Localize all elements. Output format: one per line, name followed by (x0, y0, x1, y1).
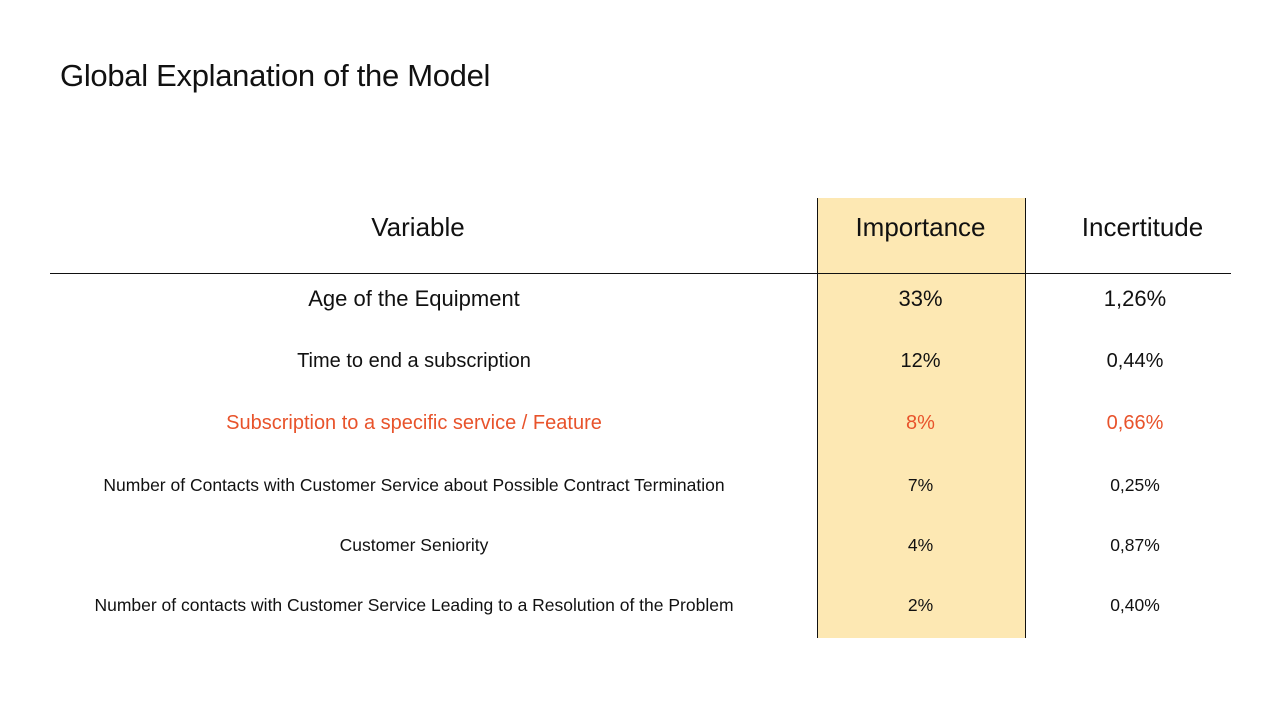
row-incertitude: 0,66% (1106, 412, 1164, 434)
row-variable: Number of Contacts with Customer Service… (103, 475, 725, 495)
importance-column-highlight (817, 198, 1026, 638)
row-incertitude: 0,40% (1110, 595, 1160, 615)
row-incertitude: 0,87% (1110, 535, 1160, 555)
row-variable: Number of contacts with Customer Service… (94, 595, 734, 615)
row-importance: 8% (906, 412, 935, 434)
header-importance: Importance (855, 212, 986, 242)
header-incertitude: Incertitude (1081, 212, 1204, 242)
row-incertitude: 0,44% (1106, 350, 1164, 372)
row-variable: Customer Seniority (339, 535, 489, 555)
row-incertitude: 0,25% (1110, 475, 1160, 495)
row-importance: 2% (907, 595, 934, 615)
row-incertitude: 1,26% (1103, 286, 1167, 311)
row-variable: Time to end a subscription (297, 350, 531, 372)
row-variable: Age of the Equipment (308, 286, 520, 311)
row-importance: 33% (898, 286, 943, 311)
header-variable: Variable (371, 212, 465, 242)
row-variable: Subscription to a specific service / Fea… (226, 412, 602, 434)
row-importance: 4% (907, 535, 934, 555)
row-importance: 12% (900, 350, 941, 372)
header-divider (50, 273, 1231, 274)
row-importance: 7% (907, 475, 934, 495)
slide-title: Global Explanation of the Model (60, 58, 491, 93)
